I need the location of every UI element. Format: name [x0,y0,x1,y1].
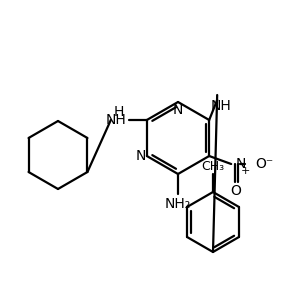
Text: NH: NH [211,99,232,113]
Text: N: N [235,157,246,171]
Text: N: N [135,149,146,163]
Text: NH₂: NH₂ [165,197,191,211]
Text: O⁻: O⁻ [255,157,273,171]
Text: N: N [173,103,183,117]
Text: +: + [241,166,251,176]
Text: O: O [231,184,241,198]
Text: CH₃: CH₃ [201,159,225,173]
Text: NH: NH [106,113,127,127]
Text: H: H [114,105,124,119]
